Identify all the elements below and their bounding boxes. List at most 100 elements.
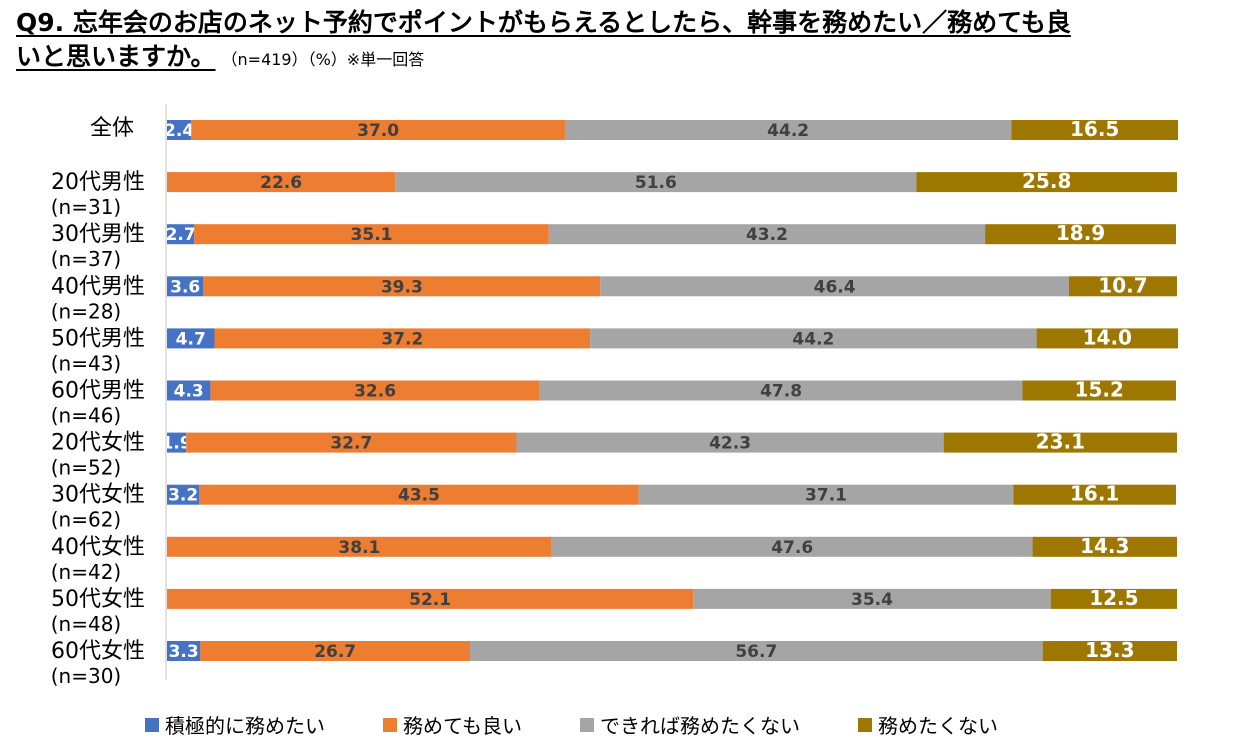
data-label: 16.5 [1070, 117, 1119, 141]
legend-label: 積極的に務めたい [165, 714, 325, 738]
bar-segment [600, 276, 1069, 297]
bar-segment [214, 328, 591, 349]
category-n-label: (n=42) [51, 560, 122, 584]
data-label: 43.5 [398, 486, 440, 506]
legend-swatch [858, 717, 872, 732]
title-line-1: Q9. 忘年会のお店のネット予約でポイントがもらえるとしたら、幹事を務めたい／務… [16, 8, 1071, 37]
data-label: 37.0 [357, 121, 399, 141]
data-label: 39.3 [381, 277, 423, 297]
data-label: 47.6 [771, 538, 813, 558]
data-label: 22.6 [260, 173, 302, 193]
bar-segment [1013, 484, 1176, 505]
data-label: 16.1 [1070, 482, 1119, 506]
data-label: 43.2 [746, 225, 788, 245]
category-n-label: (n=52) [51, 456, 122, 480]
bar-segment [200, 641, 470, 661]
category-label: 全体 [90, 116, 134, 141]
bar-segment [564, 120, 1012, 140]
legend-swatch [145, 717, 159, 732]
data-label: 37.1 [805, 486, 847, 506]
bar-segment [167, 588, 694, 609]
category-n-label: (n=28) [51, 299, 122, 323]
bar-segment [167, 120, 192, 140]
bar-segment [191, 120, 565, 140]
bar-segment [943, 432, 1177, 453]
chart-title: Q9. 忘年会のお店のネット予約でポイントがもらえるとしたら、幹事を務めたい／務… [16, 6, 1071, 77]
data-label: 37.2 [381, 329, 423, 349]
legend-swatch [383, 717, 397, 732]
bar-segment [1050, 588, 1177, 609]
data-label: 14.0 [1083, 325, 1132, 349]
bar-segment [516, 432, 944, 453]
data-label: 56.7 [735, 642, 777, 662]
bar-segment [186, 432, 517, 453]
data-label: 47.8 [760, 382, 802, 402]
category-label: 20代女性 [51, 431, 145, 456]
category-label: 60代女性 [51, 639, 145, 664]
category-label: 40代女性 [51, 535, 145, 560]
bar-segment [985, 224, 1176, 245]
bar-segment [638, 484, 1014, 505]
data-label: 32.6 [354, 382, 396, 402]
bar-segment [167, 328, 215, 349]
legend: 積極的に務めたい 務めても良い できれば務めたくない 務めたくない [145, 710, 998, 739]
data-label: 14.3 [1080, 534, 1129, 558]
data-label: 15.2 [1075, 378, 1124, 402]
data-label: 13.3 [1085, 638, 1134, 662]
data-label: 3.6 [170, 277, 200, 297]
bar-segment [470, 641, 1043, 661]
legend-item: 務めても良い [383, 710, 522, 739]
bar-segment [1036, 328, 1179, 349]
bar-segment [551, 536, 1033, 557]
data-label: 25.8 [1022, 169, 1071, 193]
category-n-label: (n=31) [51, 195, 122, 219]
bar-segment [167, 172, 396, 193]
bar-segment [210, 380, 540, 401]
data-label: 10.7 [1098, 273, 1147, 297]
data-label: 44.2 [767, 121, 809, 141]
data-label: 12.5 [1089, 586, 1138, 610]
bar-segment [693, 588, 1051, 609]
data-label: 3.3 [169, 642, 199, 662]
category-label: 30代男性 [51, 222, 145, 247]
bar-segment [167, 224, 195, 245]
data-label: 51.6 [635, 173, 677, 193]
title-note: （n=419）（%）※単一回答 [229, 50, 425, 69]
bar-segment [167, 276, 204, 297]
bar-segment [1068, 276, 1177, 297]
bar-segment [590, 328, 1037, 349]
bar-segment [548, 224, 986, 245]
category-n-label: (n=30) [51, 664, 122, 688]
data-label: 18.9 [1056, 221, 1105, 245]
data-label: 44.2 [792, 329, 834, 349]
legend-label: できれば務めたくない [600, 714, 800, 738]
legend-item: できれば務めたくない [580, 710, 800, 739]
data-label: 32.7 [330, 434, 372, 454]
legend-item: 務めたくない [858, 710, 998, 739]
bar-segment [167, 536, 552, 557]
category-label: 50代男性 [51, 326, 145, 351]
bar-segment [194, 224, 549, 245]
category-n-label: (n=62) [51, 508, 122, 532]
data-label: 4.7 [176, 329, 206, 349]
category-n-label: (n=48) [51, 612, 122, 636]
category-label: 60代男性 [51, 379, 145, 404]
data-label: 38.1 [338, 538, 380, 558]
data-label: 4.3 [174, 382, 204, 402]
legend-item: 積極的に務めたい [145, 710, 325, 739]
data-label: 3.2 [168, 486, 198, 506]
bar-segment [1011, 120, 1179, 140]
category-label: 20代男性 [51, 170, 145, 195]
data-label: 52.1 [409, 590, 451, 610]
bar-segment [916, 172, 1177, 193]
category-n-label: (n=43) [51, 351, 122, 375]
legend-label: 務めたくない [878, 714, 998, 738]
title-line-2: いと思いますか。 [16, 42, 216, 71]
category-label: 30代女性 [51, 483, 145, 508]
legend-label: 務めても良い [403, 714, 522, 738]
bar-segment [167, 380, 211, 401]
bar-segment [395, 172, 917, 193]
data-label: 35.4 [851, 590, 893, 610]
category-n-label: (n=37) [51, 247, 122, 271]
